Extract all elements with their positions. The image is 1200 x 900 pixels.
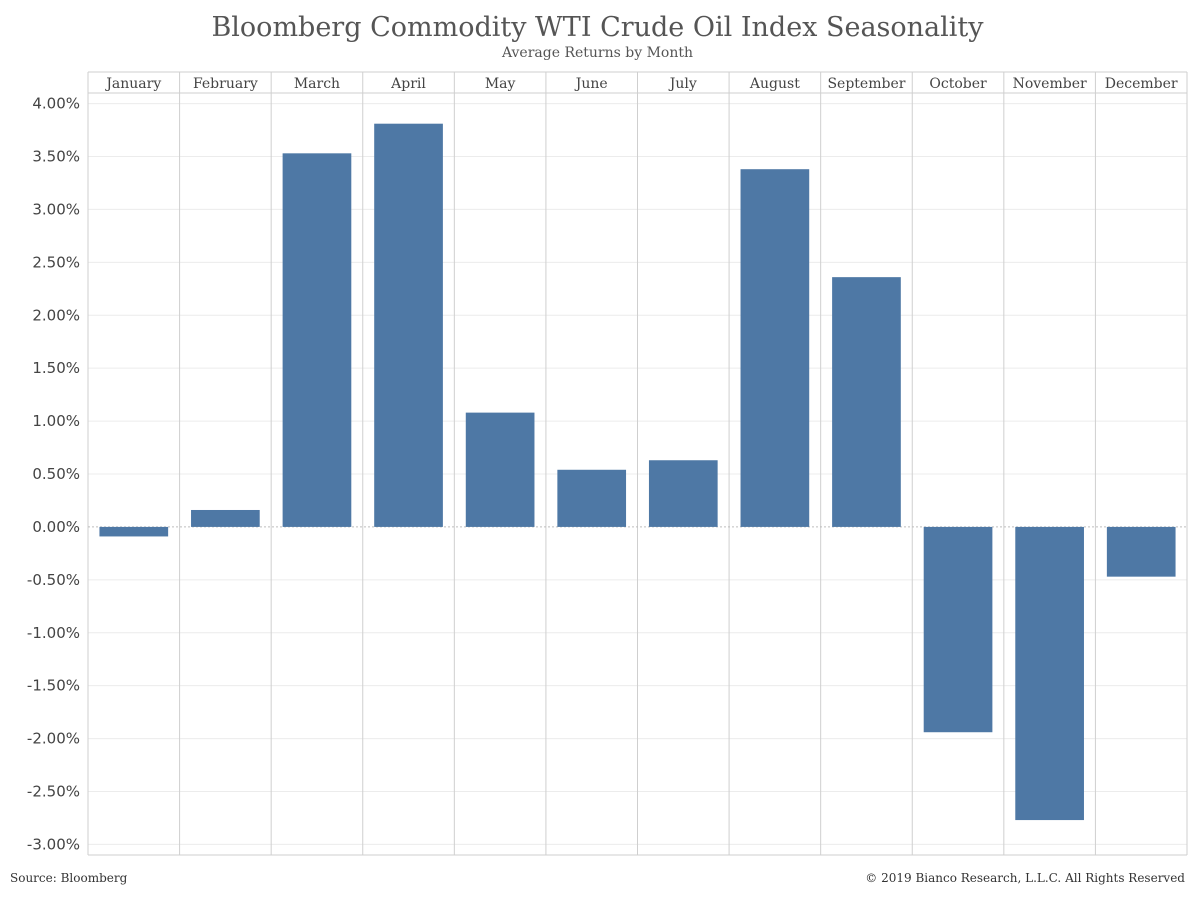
y-tick-label: 1.00% [32,412,80,430]
y-tick-label: 0.50% [32,465,80,483]
month-label-may: May [485,76,516,92]
y-tick-label: 3.50% [32,148,80,166]
copyright-note: © 2019 Bianco Research, L.L.C. All Right… [865,871,1185,885]
y-tick-label: -1.00% [27,624,80,642]
month-label-april: April [390,76,426,92]
source-note: Source: Bloomberg [10,871,128,885]
bar-april [374,123,443,527]
y-tick-label: -2.50% [27,783,80,801]
y-tick-label: 1.50% [32,359,80,377]
bar-february [191,509,260,527]
bar-december [1106,526,1176,577]
y-tick-label: 2.00% [32,306,80,324]
y-tick-label: 4.00% [32,95,80,113]
chart-title: Bloomberg Commodity WTI Crude Oil Index … [211,12,984,43]
month-label-october: October [929,76,987,92]
month-label-march: March [294,76,340,92]
bar-june [557,469,627,527]
month-label-september: September [827,76,905,92]
y-tick-label: 0.00% [32,518,80,536]
y-tick-label: 2.50% [32,253,80,271]
bar-november [1015,526,1084,821]
month-label-december: December [1105,76,1178,92]
month-label-june: June [574,76,608,92]
bar-september [832,277,901,527]
month-label-january: January [104,76,161,92]
y-tick-label: -0.50% [27,571,80,589]
bar-january [99,526,169,537]
y-tick-label: 3.00% [32,200,80,218]
y-tick-label: -1.50% [27,677,80,695]
chart-subtitle: Average Returns by Month [501,45,694,61]
y-tick-label: -3.00% [27,835,80,853]
month-label-february: February [193,76,258,92]
bar-may [465,412,535,527]
month-label-august: August [749,76,800,92]
bar-july [648,460,718,527]
y-tick-label: -2.00% [27,730,80,748]
bar-august [740,169,810,527]
month-label-november: November [1013,76,1087,92]
bar-october [923,526,993,733]
month-label-july: July [668,76,697,92]
bar-march [282,153,352,527]
